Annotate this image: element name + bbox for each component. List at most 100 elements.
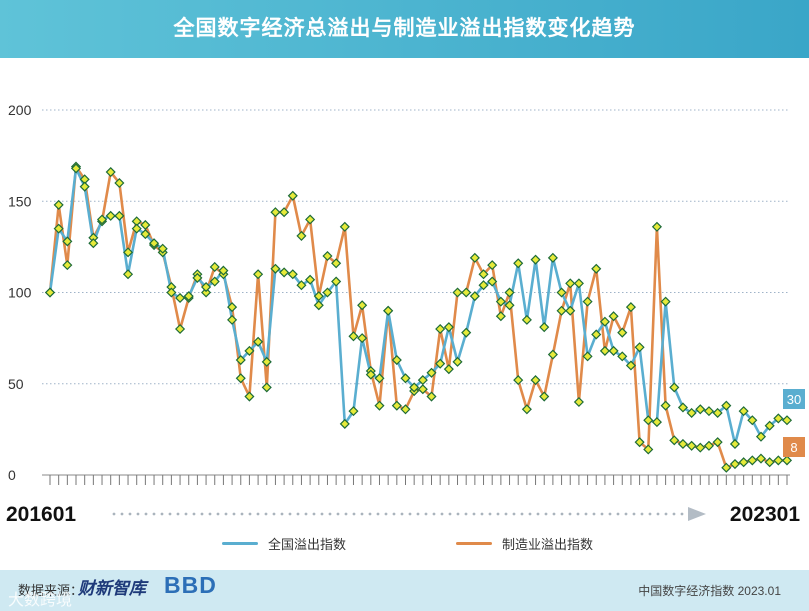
x-range-dot [368, 512, 372, 516]
data-point-s0-52 [495, 296, 506, 307]
series-line-0 [48, 167, 788, 446]
x-range-dot [120, 512, 124, 516]
x-range-dot [248, 512, 252, 516]
data-point-s0-58 [547, 252, 558, 263]
x-range-dot [648, 512, 652, 516]
x-range-dot [640, 512, 644, 516]
data-point-s1-25 [261, 382, 272, 393]
data-point-s1-70 [651, 221, 662, 232]
data-point-s1-65 [608, 311, 619, 322]
x-start-label: 201601 [6, 503, 76, 526]
data-point-s1-23 [244, 391, 255, 402]
data-point-s0-1 [53, 223, 64, 234]
data-point-s0-34 [339, 418, 350, 429]
data-point-s1-36 [357, 300, 368, 311]
data-point-s1-69 [643, 444, 654, 455]
chart-canvas: 0 50 100 150 200 30 8 201601 202301 [6, 102, 805, 526]
x-range-dot [480, 512, 484, 516]
series-line-1 [48, 165, 787, 470]
data-point-s1-34 [339, 221, 350, 232]
data-point-s0-69 [643, 415, 654, 426]
x-range-dot [416, 512, 420, 516]
data-point-s0-4 [79, 181, 90, 192]
x-range-dot [128, 512, 132, 516]
data-point-s1-74 [686, 440, 697, 451]
data-point-s0-31 [313, 300, 324, 311]
data-point-s0-15 [175, 292, 186, 304]
x-range-dot [336, 512, 340, 516]
x-range-arrow-icon [688, 507, 706, 521]
data-point-s1-79 [729, 459, 741, 470]
data-point-s1-2 [62, 260, 73, 271]
data-point-s0-66 [617, 351, 628, 362]
x-range-dot [616, 512, 620, 516]
data-point-s0-10 [131, 223, 142, 234]
data-point-s0-59 [556, 287, 567, 298]
x-range-dot [656, 512, 660, 516]
data-point-s0-23 [244, 345, 255, 356]
data-point-s1-54 [513, 375, 524, 386]
x-range-dot [280, 512, 284, 516]
x-range-dot [208, 512, 212, 516]
x-range-dot [584, 512, 588, 516]
data-point-s1-63 [591, 263, 602, 274]
chart-title: 全国数字经济总溢出与制造业溢出指数变化趋势 [173, 17, 636, 40]
data-point-s1-84 [773, 455, 784, 466]
data-point-s1-57 [539, 391, 550, 402]
data-point-s1-73 [677, 438, 689, 450]
data-point-s0-44 [426, 367, 437, 378]
data-point-s0-3 [70, 163, 82, 174]
x-range-dot [448, 512, 452, 516]
data-point-s1-80 [738, 457, 749, 468]
data-point-s0-60 [565, 305, 576, 316]
data-point-s1-45 [435, 323, 446, 335]
data-point-s0-43 [417, 375, 428, 386]
end-label-0: 30 [787, 392, 801, 407]
data-point-s0-9 [122, 269, 134, 280]
x-range-dot [240, 512, 244, 516]
bbd-logo: BBD [164, 572, 217, 598]
x-range-dot [320, 512, 324, 516]
data-point-s1-71 [660, 400, 671, 411]
x-range-dot [608, 512, 612, 516]
y-tick-label-200: 200 [8, 102, 32, 118]
data-point-s1-77 [712, 437, 723, 448]
end-label-box-0 [783, 389, 805, 409]
data-point-s0-33 [331, 276, 342, 287]
x-range-dot [192, 512, 196, 516]
data-point-s0-20 [218, 265, 229, 276]
data-point-s0-71 [660, 296, 671, 307]
x-range-dot [288, 512, 292, 516]
data-point-s1-47 [452, 287, 463, 298]
data-point-s1-83 [764, 457, 775, 468]
data-point-s0-78 [721, 400, 732, 411]
x-range-dot [136, 512, 140, 516]
x-range-dot [408, 512, 412, 516]
x-range-dot [488, 512, 492, 516]
data-point-s0-25 [261, 356, 272, 367]
data-point-s1-24 [253, 269, 264, 280]
data-point-s1-61 [573, 396, 584, 408]
x-range-dot [624, 512, 628, 516]
data-point-s1-43 [417, 384, 428, 395]
data-point-s0-79 [729, 438, 741, 450]
data-point-s0-13 [157, 243, 168, 254]
data-point-s0-76 [703, 406, 715, 417]
data-point-s0-49 [469, 291, 480, 302]
data-point-s0-26 [270, 263, 281, 274]
source-label: 数据来源： [18, 583, 84, 598]
data-point-s1-11 [140, 219, 151, 231]
data-point-s1-41 [400, 404, 411, 415]
data-point-s1-28 [287, 190, 298, 201]
x-range-dot [520, 512, 524, 516]
data-point-s1-66 [617, 327, 628, 338]
data-point-s1-15 [175, 323, 186, 335]
data-point-s1-35 [348, 331, 359, 342]
data-point-s1-55 [521, 404, 532, 415]
legend-label-national: 全国溢出指数 [268, 537, 347, 552]
data-point-s1-30 [305, 214, 316, 225]
x-range-dot [456, 512, 460, 516]
data-point-s0-56 [530, 254, 541, 265]
legend-swatch-manufacturing [456, 542, 492, 545]
data-point-s0-53 [504, 300, 515, 311]
